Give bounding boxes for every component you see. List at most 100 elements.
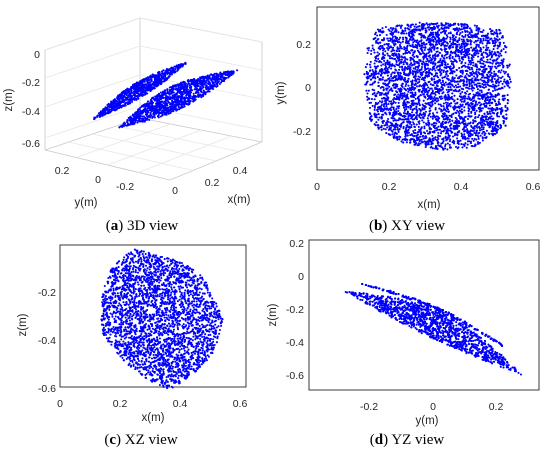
panel-b-point <box>448 55 451 58</box>
panel-b-point <box>475 68 478 71</box>
panel-b-point <box>477 52 480 55</box>
panel-b-point <box>372 48 376 51</box>
panel-a-zlabel: z(m) <box>3 88 15 111</box>
panel-b-point <box>504 105 507 109</box>
panel-a-point-lower <box>181 87 184 90</box>
panel-b-point <box>442 36 445 39</box>
panel-b-point <box>435 35 439 38</box>
panel-b-point <box>491 89 495 93</box>
panel-b-point <box>439 81 443 85</box>
panel-b-point <box>453 80 456 83</box>
panel-b-point <box>416 68 419 72</box>
panel-b-point <box>422 70 425 73</box>
panel-b-point <box>399 36 402 39</box>
panel-b-point <box>382 53 385 56</box>
panel-b-point <box>422 117 425 120</box>
panel-a-point-upper <box>133 98 136 101</box>
panel-b-point <box>420 46 423 49</box>
panel-b-point <box>438 79 442 82</box>
panel-b-point <box>467 137 470 140</box>
panel-a-point-lower <box>192 100 195 103</box>
panel-b-point <box>392 27 395 30</box>
panel-b-point <box>478 84 481 88</box>
panel-b-point <box>453 99 456 102</box>
panel-a-zgrid <box>139 45 263 71</box>
panel-b-point <box>366 51 369 55</box>
panel-a-point-lower <box>204 81 207 85</box>
panel-b-point <box>406 23 409 27</box>
panel-b-point <box>496 57 499 60</box>
panel-b-point <box>497 84 500 87</box>
panel-a-point-upper <box>173 65 176 68</box>
panel-b-point <box>423 125 426 128</box>
panel-b-point <box>367 89 370 92</box>
panel-a-point-upper <box>110 100 113 103</box>
panel-a-point-upper <box>172 67 175 70</box>
panel-b-point <box>397 101 400 104</box>
panel-b-point <box>461 79 465 82</box>
panel-a-point-lower <box>172 88 175 91</box>
panel-b-point <box>477 107 480 110</box>
panel-b-point <box>420 26 423 29</box>
panel-b-point <box>374 57 378 60</box>
panel-b-point <box>411 23 415 26</box>
panel-b-point <box>369 60 372 63</box>
panel-a-point-upper <box>165 69 168 72</box>
panel-a-point-upper <box>139 93 142 96</box>
panel-b-point <box>397 31 400 34</box>
panel-b-point <box>413 60 416 63</box>
panel-b-point <box>418 104 421 107</box>
panel-b-point <box>506 66 509 69</box>
panel-b-point <box>404 84 407 88</box>
panel-b-point <box>409 26 412 29</box>
panel-a-point-lower <box>195 88 198 91</box>
panel-b-point <box>479 122 482 125</box>
panel-b-point <box>466 47 469 51</box>
panel-b-point <box>378 70 381 73</box>
panel-b-point <box>473 24 476 27</box>
panel-a-point-lower <box>223 77 226 80</box>
panel-a-point-lower <box>134 119 137 122</box>
panel-a-point-upper <box>153 77 156 80</box>
panel-b-point <box>450 83 453 86</box>
panel-b-point <box>444 81 447 84</box>
panel-b-point <box>377 72 380 75</box>
panel-b-point <box>453 58 456 61</box>
panel-b-point <box>485 93 488 96</box>
panel-b-point <box>458 59 461 62</box>
panel-b-point <box>489 125 492 128</box>
panel-b-point <box>459 92 462 95</box>
panel-b-point <box>489 73 492 76</box>
panel-b-point <box>384 128 387 131</box>
panel-b-point <box>464 138 467 141</box>
panel-b-point <box>415 26 418 29</box>
panel-b-point <box>410 123 413 127</box>
panel-b-point <box>442 140 445 143</box>
panel-b-point <box>455 28 459 31</box>
panel-b-point <box>409 107 412 111</box>
panel-b-point <box>473 41 476 44</box>
panel-a-point-lower <box>165 103 168 106</box>
panel-b-point <box>422 34 426 37</box>
panel-b-point <box>489 58 492 61</box>
panel-b-point <box>458 27 461 30</box>
panel-a-point-lower <box>166 110 169 113</box>
panel-a-point-lower <box>162 107 165 110</box>
panel-b-point <box>422 131 426 134</box>
panel-a-point-lower <box>182 80 185 83</box>
panel-b-point <box>371 68 374 72</box>
panel-b-point <box>498 38 501 41</box>
panel-b-point <box>463 106 466 109</box>
panel-b-point <box>459 85 462 88</box>
panel-b-point <box>427 51 430 54</box>
panel-b-point <box>388 125 391 128</box>
panel-b-point <box>464 129 467 132</box>
panel-b-point <box>491 80 494 83</box>
panel-b-point <box>397 71 400 74</box>
panel-b-point <box>494 93 497 96</box>
panel-b-point <box>436 140 439 143</box>
panel-b-point <box>501 94 504 97</box>
panel-a-point-lower <box>149 98 152 101</box>
panel-a-point-upper <box>174 67 177 70</box>
panel-b-point <box>374 69 377 72</box>
